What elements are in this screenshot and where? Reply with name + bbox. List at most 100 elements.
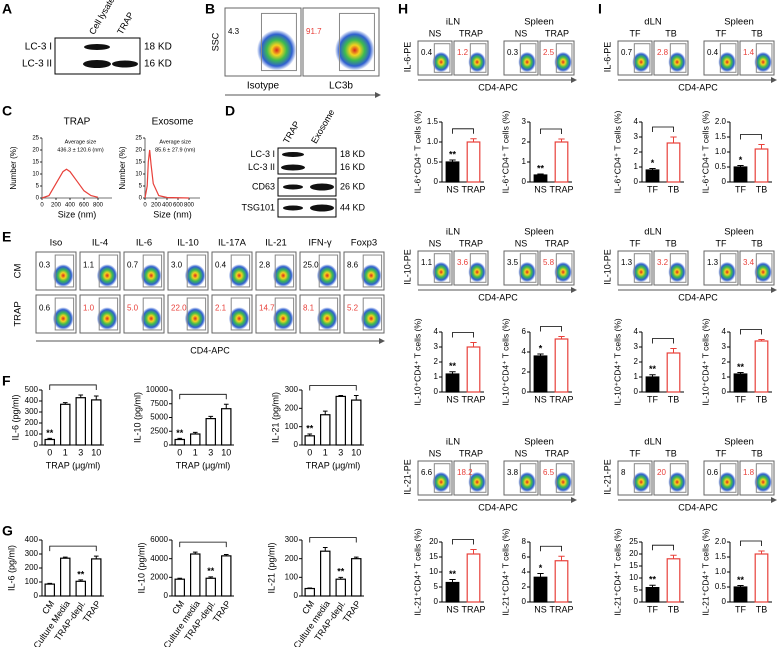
y-tick-label: 300: [285, 385, 299, 394]
bar: [445, 161, 460, 183]
y-tick-label: 4: [522, 347, 527, 356]
error-bar: [470, 549, 477, 554]
y-tick-label: 100: [285, 572, 299, 581]
group-title: Spleen: [524, 17, 554, 28]
y-tick-label: 6: [522, 327, 527, 336]
y-tick-label: 3: [634, 132, 639, 141]
x-tick-label: 0: [47, 447, 52, 457]
chart-note: Average size: [65, 139, 97, 145]
y-tick-label: 200: [25, 418, 39, 427]
y-tick-label: 6: [522, 552, 527, 561]
x-tick-label: 1: [63, 447, 68, 457]
y-axis-label: IL-21 (pg/ml): [270, 392, 280, 443]
error-bar: [649, 374, 656, 377]
gate-value: 3.6: [457, 258, 469, 267]
significance: **: [449, 361, 457, 371]
blot-band: [282, 152, 304, 157]
error-bar: [737, 372, 744, 374]
error-bar: [93, 395, 99, 400]
y-tick-label: 0: [522, 177, 527, 186]
x-axis-label: CD4-APC: [478, 292, 518, 302]
y-tick-label: 1: [722, 372, 727, 381]
error-bar: [670, 348, 677, 353]
y-axis-label: IL-21 (pg/ml): [266, 542, 276, 593]
y-axis-label: IL-6⁺CD4⁺ T cells (%): [612, 110, 622, 193]
y-tick-label: 1: [434, 372, 439, 381]
size-label: 18 KD: [340, 149, 366, 159]
bar: [754, 553, 769, 603]
flow-gate: [362, 297, 383, 331]
flow-cloud: [632, 471, 650, 493]
row-label: TRAP: [13, 301, 24, 326]
flow-gate: [519, 463, 537, 493]
bracket: [452, 332, 474, 338]
gate-value: 3.2: [657, 258, 669, 267]
y-tick-label: 25: [32, 136, 39, 142]
x-tick-label: TB: [668, 184, 680, 194]
column-label: Iso: [50, 238, 63, 249]
blot: [277, 147, 337, 175]
flow-gate: [433, 43, 451, 73]
condition-label: TB: [665, 28, 677, 38]
group-title: dLN: [644, 17, 662, 28]
panel-letter: I: [598, 1, 602, 17]
y-tick-label: 0: [294, 591, 299, 600]
y-tick-label: 10: [135, 172, 142, 178]
bar: [221, 408, 232, 446]
bar: [733, 373, 748, 393]
condition-label: TB: [751, 28, 763, 38]
error-bar: [208, 576, 214, 579]
y-axis-label: SSC: [210, 32, 220, 51]
bracket: [540, 545, 562, 552]
flow-gate: [186, 254, 207, 288]
flow-cloud: [432, 51, 450, 73]
error-bar: [649, 168, 656, 170]
flow-gate: [362, 254, 383, 288]
gate-value: 6.6: [421, 468, 433, 477]
band-label: LC-3 I: [25, 42, 52, 53]
gate-value: 2.1: [215, 303, 227, 312]
flow-cloud: [228, 264, 250, 287]
significance: *: [539, 563, 543, 573]
row-label: CM: [13, 264, 24, 279]
gate-value: 5.0: [127, 303, 139, 312]
gate-value: 3.0: [171, 260, 183, 269]
blot-band: [281, 164, 305, 171]
column-label: IL-6: [136, 238, 152, 249]
group-title: Spleen: [524, 437, 554, 448]
size-label: 44 KD: [340, 202, 366, 212]
y-tick-label: 10000: [146, 385, 169, 394]
significance: **: [46, 428, 54, 438]
x-tick-label: TRAP: [549, 394, 573, 404]
y-tick-label: 0: [34, 591, 39, 600]
x-axis-label: TRAP (μg/ml): [306, 460, 361, 470]
flow-cloud: [52, 307, 74, 330]
error-bar: [537, 573, 544, 578]
gate-value: 3.8: [507, 468, 519, 477]
bracket: [179, 541, 227, 548]
bar: [351, 558, 362, 597]
gate-value: 0.4: [707, 48, 719, 57]
flow-cloud: [316, 264, 338, 287]
flow-cloud: [184, 264, 206, 287]
significance: **: [77, 569, 85, 579]
y-tick-label: 15: [32, 160, 39, 166]
y-tick-label: 4000: [150, 554, 168, 563]
error-bar: [758, 144, 765, 149]
x-tick-label: 600: [79, 203, 90, 209]
gate-value: 18.2: [457, 468, 473, 477]
x-tick-label: 10: [91, 447, 101, 457]
flow-cloud: [632, 261, 650, 283]
gate-value: 6.5: [543, 468, 555, 477]
x-tick-label: TB: [756, 604, 768, 614]
x-tick-label: 400: [162, 203, 173, 209]
bar: [174, 438, 186, 446]
x-tick-label: 3: [338, 447, 343, 457]
lane-label: Cell lysate: [87, 0, 116, 36]
flow-cloud: [718, 471, 736, 493]
lane-label: TRAP: [115, 10, 136, 36]
error-bar: [223, 553, 229, 556]
condition-label: TRAP: [459, 28, 483, 38]
condition-label: NS: [515, 238, 528, 248]
